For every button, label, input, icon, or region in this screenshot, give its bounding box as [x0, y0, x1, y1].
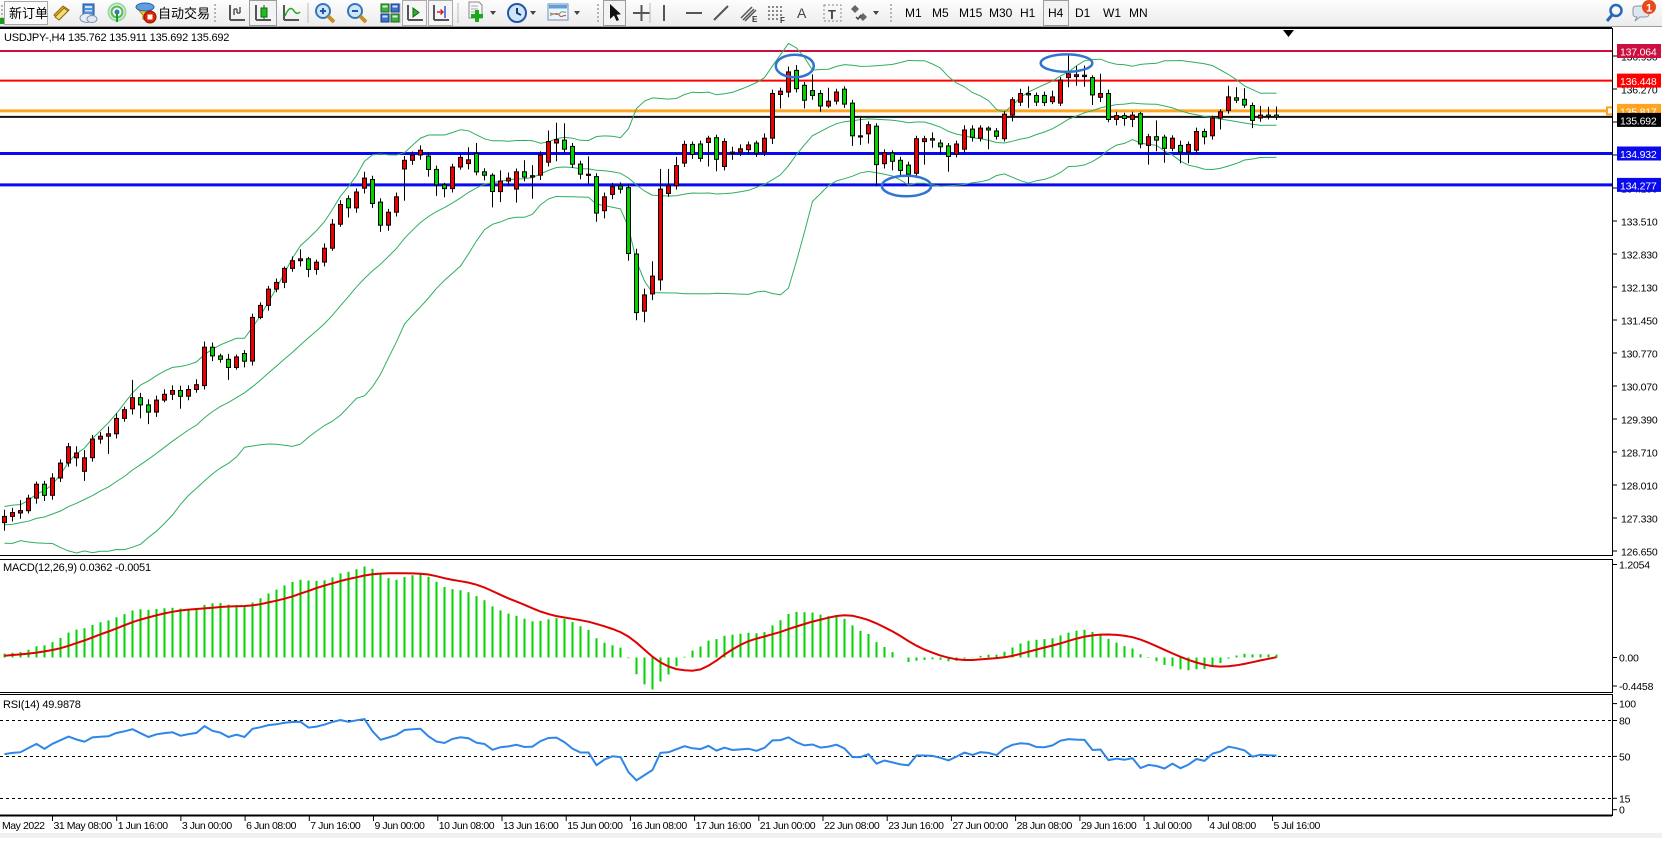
svg-text:31 May 08:00: 31 May 08:00	[54, 820, 113, 832]
svg-text:136.448: 136.448	[1620, 76, 1657, 88]
svg-text:A: A	[797, 5, 807, 21]
svg-text:29 Jun 16:00: 29 Jun 16:00	[1081, 820, 1137, 832]
svg-text:E: E	[752, 15, 758, 24]
svg-text:1 Jun 16:00: 1 Jun 16:00	[118, 820, 169, 832]
svg-text:H1: H1	[1020, 6, 1036, 20]
svg-text:131.450: 131.450	[1621, 316, 1658, 328]
svg-text:3 Jun 00:00: 3 Jun 00:00	[182, 820, 233, 832]
svg-text:130.070: 130.070	[1621, 382, 1658, 394]
svg-text:80: 80	[1619, 716, 1631, 728]
svg-text:134.932: 134.932	[1620, 149, 1657, 161]
svg-text:16 Jun 08:00: 16 Jun 08:00	[631, 820, 687, 832]
svg-text:17 Jun 16:00: 17 Jun 16:00	[696, 820, 752, 832]
svg-text:F: F	[780, 16, 785, 25]
svg-text:USDJPY-,H4 135.762 135.911 13: USDJPY-,H4 135.762 135.911 135.692 135.6…	[4, 32, 229, 44]
svg-text:1 Jul 00:00: 1 Jul 00:00	[1145, 820, 1192, 832]
svg-text:RSI(14) 49.9878: RSI(14) 49.9878	[3, 699, 81, 711]
svg-text:13 Jun 16:00: 13 Jun 16:00	[503, 820, 559, 832]
svg-text:MACD(12,26,9) 0.0362 -0.0051: MACD(12,26,9) 0.0362 -0.0051	[3, 562, 151, 574]
svg-text:MN: MN	[1129, 6, 1148, 20]
svg-text:130.770: 130.770	[1621, 349, 1658, 361]
svg-text:22 Jun 08:00: 22 Jun 08:00	[824, 820, 880, 832]
svg-text:137.064: 137.064	[1620, 47, 1657, 59]
svg-text:-0.4458: -0.4458	[1619, 681, 1654, 693]
svg-text:0: 0	[1619, 805, 1625, 817]
svg-text:4 Jul 08:00: 4 Jul 08:00	[1209, 820, 1256, 832]
svg-text:129.390: 129.390	[1621, 415, 1658, 427]
svg-text:15: 15	[1619, 793, 1631, 805]
svg-text:M5: M5	[932, 6, 949, 20]
svg-text:5 Jul 16:00: 5 Jul 16:00	[1274, 820, 1321, 832]
svg-text:134.277: 134.277	[1620, 180, 1657, 192]
svg-text:9 Jun 00:00: 9 Jun 00:00	[375, 820, 426, 832]
svg-text:100: 100	[1619, 699, 1636, 711]
svg-text:自动交易: 自动交易	[158, 6, 210, 21]
svg-text:1.2054: 1.2054	[1619, 560, 1650, 572]
svg-text:0.00: 0.00	[1619, 653, 1639, 665]
svg-text:128.010: 128.010	[1621, 481, 1658, 493]
svg-text:132.830: 132.830	[1621, 250, 1658, 262]
svg-text:23 Jun 16:00: 23 Jun 16:00	[888, 820, 944, 832]
svg-text:27 Jun 00:00: 27 Jun 00:00	[952, 820, 1008, 832]
svg-text:133.510: 133.510	[1621, 217, 1658, 229]
svg-text:135.692: 135.692	[1620, 115, 1657, 127]
svg-text:7 Jun 16:00: 7 Jun 16:00	[310, 820, 361, 832]
svg-text:H4: H4	[1048, 6, 1064, 20]
svg-text:M15: M15	[959, 6, 983, 20]
svg-text:132.130: 132.130	[1621, 283, 1658, 295]
svg-text:15 Jun 00:00: 15 Jun 00:00	[567, 820, 623, 832]
svg-text:127.330: 127.330	[1621, 514, 1658, 526]
svg-text:M30: M30	[989, 6, 1013, 20]
svg-text:50: 50	[1619, 751, 1631, 763]
svg-text:M1: M1	[905, 6, 922, 20]
svg-text:28 Jun 08:00: 28 Jun 08:00	[1017, 820, 1073, 832]
svg-text:May 2022: May 2022	[2, 820, 45, 832]
svg-text:126.650: 126.650	[1621, 547, 1658, 559]
svg-text:128.710: 128.710	[1621, 448, 1658, 460]
svg-text:新订单: 新订单	[9, 6, 48, 21]
svg-text:D1: D1	[1075, 6, 1091, 20]
svg-text:T: T	[828, 7, 836, 22]
svg-text:21 Jun 00:00: 21 Jun 00:00	[760, 820, 816, 832]
svg-text:6 Jun 08:00: 6 Jun 08:00	[246, 820, 297, 832]
svg-text:1: 1	[1646, 3, 1652, 15]
svg-text:W1: W1	[1103, 6, 1121, 20]
svg-text:10 Jun 08:00: 10 Jun 08:00	[439, 820, 495, 832]
